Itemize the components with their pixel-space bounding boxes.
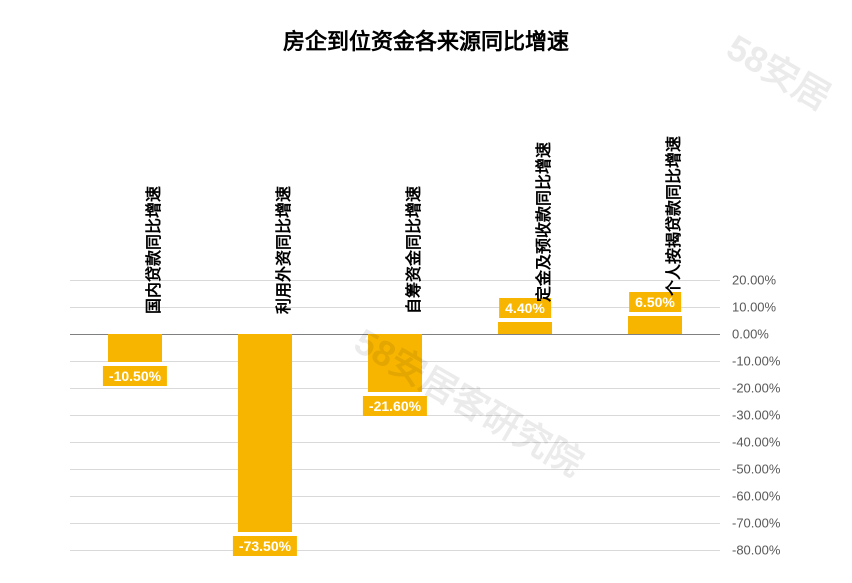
gridline — [70, 550, 720, 551]
y-tick-label: -30.00% — [732, 408, 780, 423]
bar — [498, 322, 553, 334]
category-label: 定金及预收款同比增速 — [530, 142, 554, 302]
y-tick-label: 20.00% — [732, 273, 776, 288]
bar-value-label: -73.50% — [233, 536, 297, 556]
bar — [108, 334, 163, 362]
plot-area: 20.00%10.00%0.00%-10.00%-20.00%-30.00%-4… — [70, 280, 720, 550]
y-tick-label: -50.00% — [732, 462, 780, 477]
y-tick-label: -70.00% — [732, 516, 780, 531]
bar-value-label: -21.60% — [363, 396, 427, 416]
gridline — [70, 307, 720, 308]
category-label: 个人按揭贷款同比增速 — [660, 136, 684, 296]
bar-value-label: -10.50% — [103, 366, 167, 386]
category-label: 国内贷款同比增速 — [140, 186, 164, 314]
bar — [628, 316, 683, 334]
gridline — [70, 496, 720, 497]
gridline — [70, 280, 720, 281]
y-tick-label: -10.00% — [732, 354, 780, 369]
chart-container: 房企到位资金各来源同比增速 20.00%10.00%0.00%-10.00%-2… — [40, 20, 812, 560]
y-tick-label: -20.00% — [732, 381, 780, 396]
y-tick-label: 0.00% — [732, 327, 769, 342]
gridline — [70, 442, 720, 443]
y-tick-label: -40.00% — [732, 435, 780, 450]
gridline — [70, 469, 720, 470]
y-tick-label: 10.00% — [732, 300, 776, 315]
bar — [238, 334, 293, 532]
category-label: 利用外资同比增速 — [270, 186, 294, 314]
category-label: 自筹资金同比增速 — [400, 186, 424, 314]
y-tick-label: -80.00% — [732, 543, 780, 558]
y-tick-label: -60.00% — [732, 489, 780, 504]
gridline — [70, 523, 720, 524]
chart-title: 房企到位资金各来源同比增速 — [40, 24, 812, 56]
bar — [368, 334, 423, 392]
